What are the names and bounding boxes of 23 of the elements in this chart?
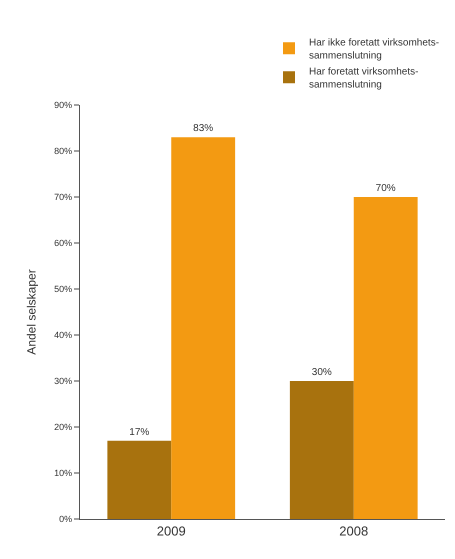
y-tick-label: 90% bbox=[54, 100, 72, 110]
data-label: 17% bbox=[129, 426, 150, 438]
y-tick-label: 20% bbox=[54, 422, 72, 432]
y-axis-title: Andel selskaper bbox=[24, 269, 38, 355]
y-tick-label: 0% bbox=[59, 514, 72, 524]
x-tick-label: 2009 bbox=[156, 524, 186, 539]
x-tick-label: 2008 bbox=[339, 524, 368, 539]
y-tick-label: 40% bbox=[54, 330, 72, 340]
bar bbox=[354, 197, 418, 519]
bar bbox=[290, 381, 354, 519]
data-label: 83% bbox=[193, 123, 214, 134]
legend-label: Har foretatt virksomhets-sammenslutning bbox=[309, 66, 418, 91]
y-tick-label: 10% bbox=[54, 468, 72, 478]
legend-label: Har ikke foretatt virksomhets-sammenslutning bbox=[309, 38, 440, 62]
y-tick-label: 60% bbox=[54, 238, 72, 248]
y-tick-label: 80% bbox=[54, 146, 72, 156]
data-label: 30% bbox=[312, 367, 332, 378]
y-tick-label: 70% bbox=[54, 192, 72, 202]
y-tick-label: 30% bbox=[54, 376, 72, 386]
data-label: 70% bbox=[376, 183, 396, 194]
bar bbox=[171, 137, 236, 519]
y-tick-label: 50% bbox=[54, 284, 72, 294]
bar bbox=[107, 440, 172, 519]
